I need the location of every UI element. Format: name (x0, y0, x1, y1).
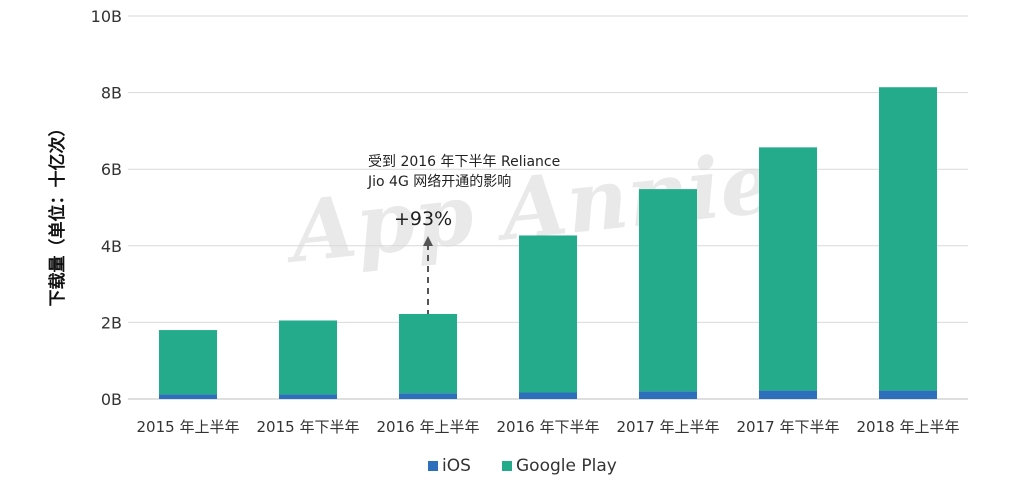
bar-ios (639, 391, 697, 399)
annotation-value: +93% (394, 208, 452, 230)
bar-google-play (279, 320, 337, 395)
x-tick-label: 2017 年下半年 (737, 418, 840, 436)
y-tick-label: 2B (101, 313, 122, 332)
bar-google-play (159, 330, 217, 395)
annotation: 受到 2016 年下半年 Reliance Jio 4G 网络开通的影响 +93… (367, 154, 560, 314)
y-tick-label: 8B (101, 84, 122, 103)
x-axis-ticks: 2015 年上半年 2015 年下半年 2016 年上半年 2016 年下半年 2017… (137, 418, 960, 436)
y-axis-ticks: 0B 2B 4B 6B 8B 10B (91, 7, 122, 409)
y-axis-label: 下载量（单位：十亿次） (47, 120, 68, 307)
bar-google-play (639, 189, 697, 392)
y-tick-label: 0B (101, 390, 122, 409)
y-tick-label: 4B (101, 237, 122, 256)
legend-label: iOS (442, 456, 471, 476)
x-tick-label: 2016 年下半年 (497, 418, 600, 436)
bars (159, 87, 937, 399)
x-tick-label: 2016 年上半年 (377, 418, 480, 436)
legend-label: Google Play (516, 456, 617, 476)
y-tick-label: 6B (101, 160, 122, 179)
y-tick-label: 10B (91, 7, 122, 26)
x-tick-label: 2017 年上半年 (617, 418, 720, 436)
bar-google-play (759, 147, 817, 391)
legend-swatch (428, 461, 438, 471)
bar-google-play (519, 235, 577, 393)
bar-ios (519, 392, 577, 399)
bar-google-play (879, 87, 937, 391)
legend-swatch (502, 461, 512, 471)
bar-google-play (399, 313, 457, 394)
x-tick-label: 2015 年下半年 (257, 418, 360, 436)
bar-ios (879, 390, 937, 399)
x-tick-label: 2015 年上半年 (137, 418, 240, 436)
legend: iOS Google Play (428, 456, 617, 476)
annotation-arrow-head (423, 236, 433, 246)
x-tick-label: 2018 年上半年 (857, 418, 960, 436)
annotation-line-2: Jio 4G 网络开通的影响 (367, 174, 511, 190)
bar-ios (159, 394, 217, 399)
bar-ios (279, 394, 337, 399)
bar-ios (399, 393, 457, 399)
bar-ios (759, 390, 817, 399)
annotation-line-1: 受到 2016 年下半年 Reliance (368, 154, 560, 170)
